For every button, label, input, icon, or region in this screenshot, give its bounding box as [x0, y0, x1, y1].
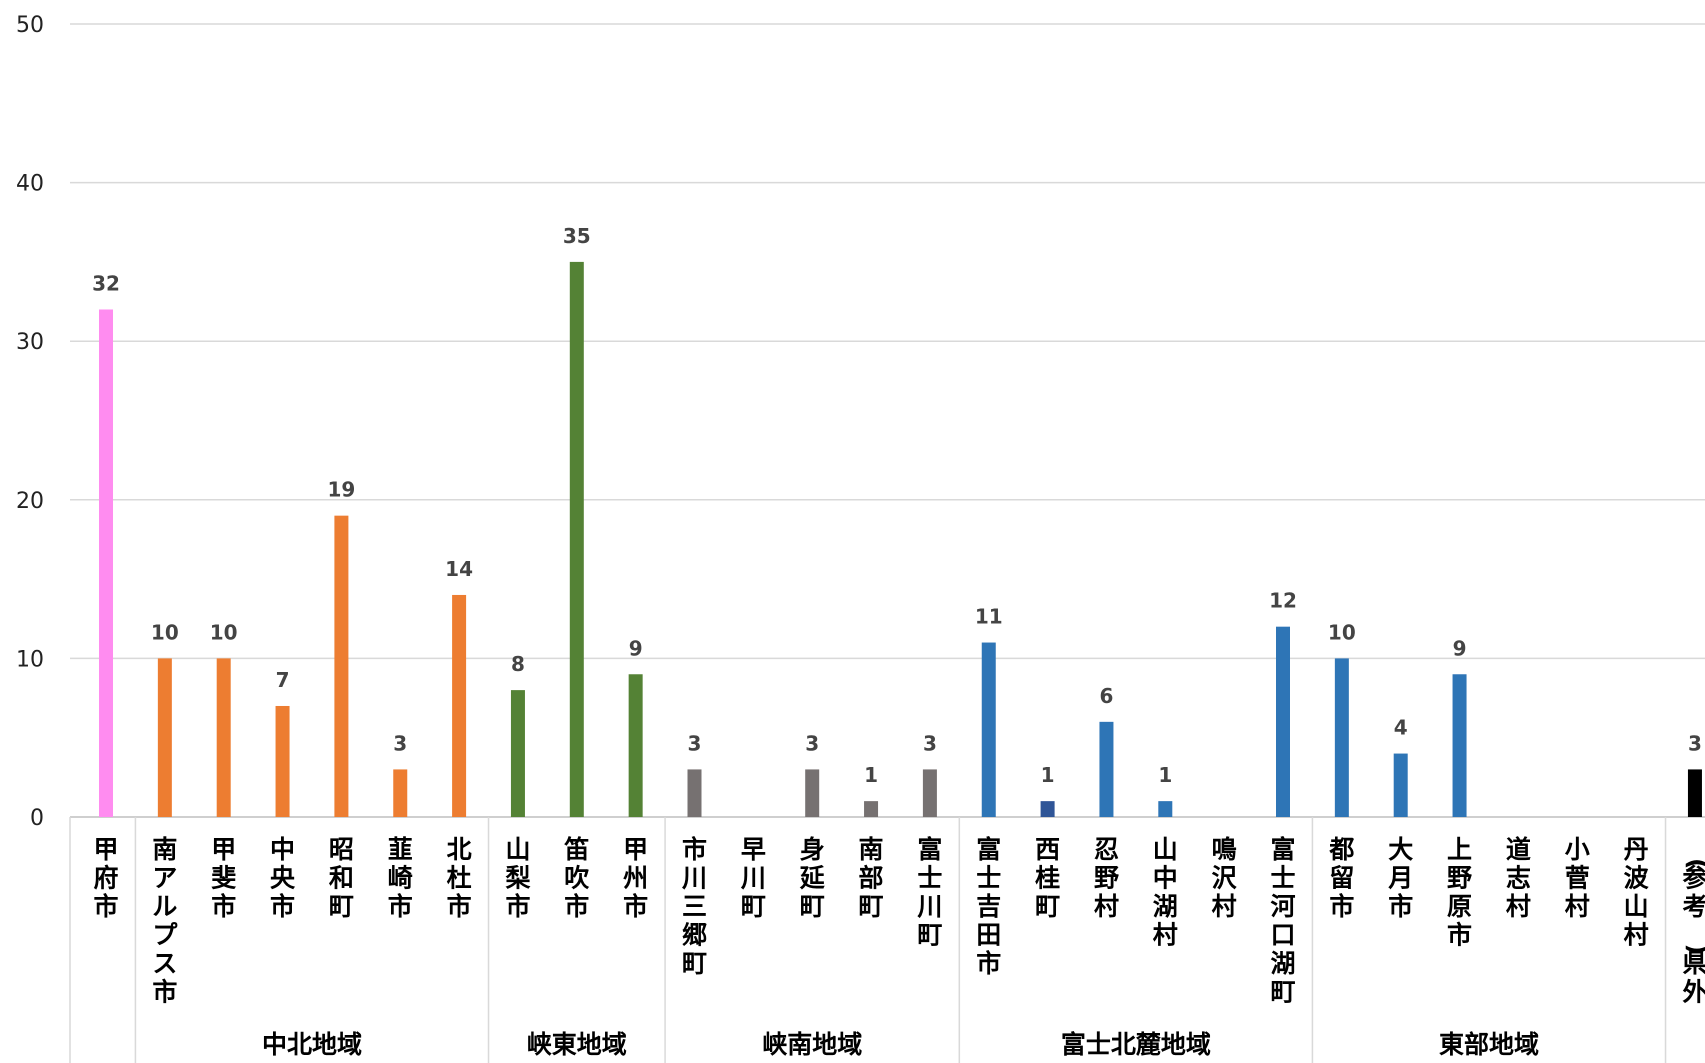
- bar: [1099, 721, 1114, 817]
- data-label: 35: [563, 224, 591, 248]
- category-label: 小菅村: [1565, 835, 1590, 921]
- data-label: 1: [1158, 763, 1172, 787]
- bar: [1393, 753, 1408, 817]
- bar: [1040, 801, 1055, 817]
- category-label: 甲州市: [623, 835, 648, 921]
- category-label: 富士河口湖町: [1270, 835, 1295, 1007]
- data-label: 3: [923, 731, 937, 755]
- data-label: 1: [864, 763, 878, 787]
- y-tick-label: 10: [16, 647, 44, 672]
- bar: [510, 690, 525, 817]
- bar: [216, 658, 231, 817]
- category-label: 南部町: [859, 835, 884, 921]
- bar: [805, 769, 820, 817]
- data-label: 3: [805, 731, 819, 755]
- bar: [981, 642, 996, 817]
- data-label: 3: [688, 731, 702, 755]
- data-label: 10: [210, 620, 238, 644]
- data-label: 11: [975, 605, 1003, 629]
- data-label: 4: [1394, 716, 1408, 740]
- y-tick-label: 30: [16, 330, 44, 355]
- category-label: (参考)県外: [1682, 858, 1705, 1007]
- category-label: 都留市: [1328, 835, 1354, 921]
- y-tick-label: 20: [16, 489, 44, 514]
- category-label: 忍野村: [1094, 835, 1119, 921]
- data-label: 12: [1269, 589, 1297, 613]
- data-label: 10: [1328, 620, 1356, 644]
- y-tick-label: 0: [30, 806, 44, 831]
- category-label: 北杜市: [447, 835, 472, 921]
- data-label: 8: [511, 652, 525, 676]
- group-label: 峡東地域: [527, 1030, 627, 1059]
- category-label: 丹波山村: [1624, 835, 1650, 950]
- category-label: 市川三郷町: [682, 835, 707, 978]
- category-label: 西桂町: [1035, 835, 1060, 921]
- group-label: 富士北麓地域: [1061, 1030, 1211, 1059]
- bar: [275, 705, 290, 817]
- bar: [628, 674, 643, 817]
- data-label: 14: [445, 557, 473, 581]
- data-label: 3: [393, 731, 407, 755]
- data-label: 7: [276, 668, 290, 692]
- category-label: 山中湖村: [1153, 835, 1178, 950]
- category-label: 甲斐市: [211, 835, 236, 921]
- bar: [1687, 769, 1702, 817]
- category-label: 早川町: [741, 835, 766, 921]
- data-label: 9: [1453, 636, 1467, 660]
- bar: [452, 594, 467, 817]
- group-label: 東部地域: [1439, 1030, 1539, 1059]
- category-label: 笛吹市: [563, 835, 589, 921]
- bar: [1276, 626, 1290, 817]
- data-label: 19: [327, 478, 355, 502]
- bar: [1334, 658, 1349, 817]
- category-label: 甲府市: [93, 835, 118, 921]
- bar: [334, 515, 349, 817]
- category-label: 富士吉田市: [976, 835, 1001, 978]
- bar: [1158, 801, 1173, 817]
- data-label: 32: [92, 271, 120, 295]
- bar: [569, 261, 584, 817]
- category-label: 富士川町: [917, 835, 942, 950]
- category-label: 鳴沢村: [1212, 835, 1238, 921]
- category-label: 山梨市: [505, 835, 530, 921]
- bar: [157, 658, 172, 817]
- bar: [687, 769, 702, 817]
- data-label: 6: [1099, 684, 1113, 708]
- category-label: 上野原市: [1447, 835, 1472, 950]
- category-label: 大月市: [1387, 835, 1413, 921]
- bar: [922, 769, 937, 817]
- category-label: 昭和町: [329, 835, 354, 921]
- y-tick-label: 50: [16, 13, 44, 38]
- group-label: 中北地域: [262, 1030, 362, 1059]
- bar: [1452, 674, 1467, 817]
- group-label: 峡南地域: [762, 1030, 862, 1059]
- bar: [393, 769, 408, 817]
- data-label: 3: [1688, 731, 1702, 755]
- category-label: 道志村: [1506, 835, 1531, 921]
- data-label: 10: [151, 620, 179, 644]
- category-label: 韮崎市: [388, 835, 413, 921]
- bar: [99, 309, 113, 817]
- y-tick-label: 40: [16, 172, 44, 197]
- data-label: 1: [1041, 763, 1055, 787]
- category-label: 南アルプス市: [152, 835, 178, 1007]
- category-label: 身延町: [799, 835, 826, 921]
- bar: [864, 801, 879, 817]
- category-label: 中央市: [270, 835, 296, 921]
- data-label: 9: [629, 636, 643, 660]
